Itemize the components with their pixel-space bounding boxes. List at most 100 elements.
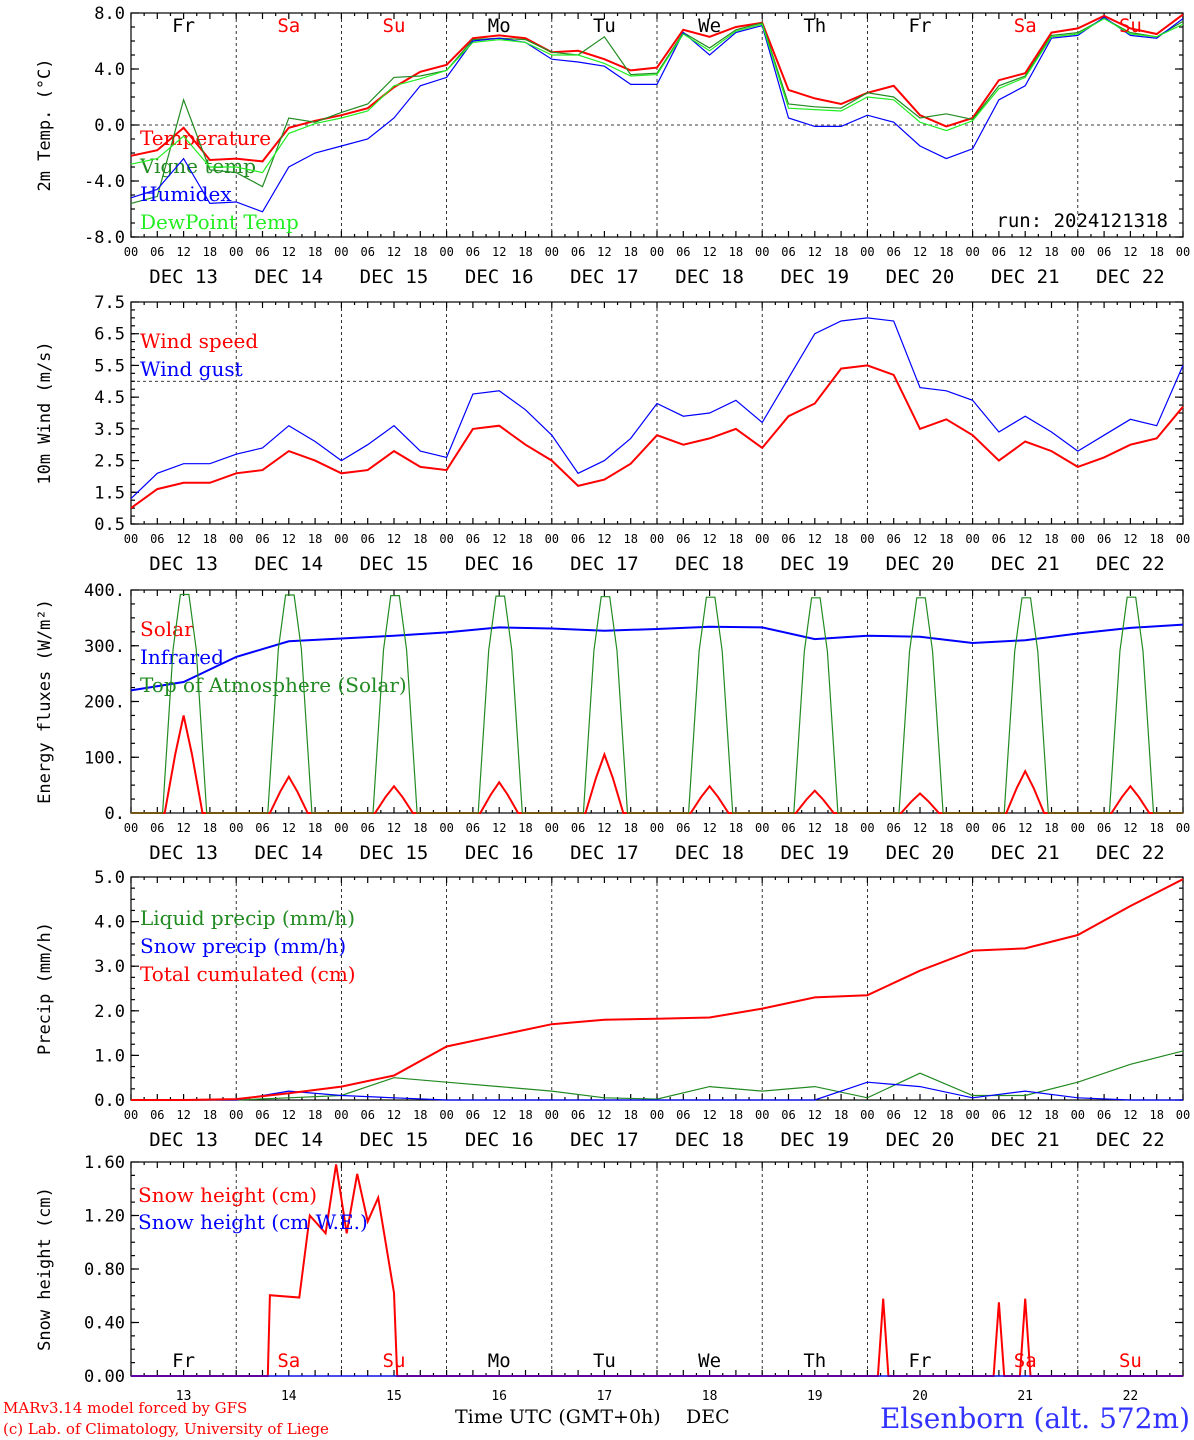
- y-tick-label: 0.80: [84, 1260, 125, 1280]
- hour-tick-label: 06: [1097, 1108, 1111, 1122]
- hour-tick-label: 06: [676, 1108, 690, 1122]
- station-label: Elsenborn (alt. 572m): [880, 1402, 1190, 1435]
- weekday-label: We: [698, 1350, 721, 1372]
- hour-tick-label: 18: [623, 821, 637, 835]
- hour-tick-label: 00: [1071, 532, 1085, 546]
- hour-tick-label: 06: [466, 245, 480, 259]
- hour-tick-label: 06: [150, 245, 164, 259]
- weekday-label: We: [698, 15, 721, 37]
- hour-tick-label: 00: [650, 245, 664, 259]
- hour-tick-label: 18: [1149, 532, 1163, 546]
- hour-tick-label: 18: [1044, 245, 1058, 259]
- weekday-label: Tu: [593, 15, 616, 37]
- weekday-label: Su: [383, 15, 406, 37]
- hour-tick-label: 00: [755, 245, 769, 259]
- weekday-label: Fr: [172, 1350, 195, 1372]
- hour-tick-label: 18: [1044, 821, 1058, 835]
- hour-tick-label: 06: [886, 821, 900, 835]
- hour-tick-label: 06: [992, 821, 1006, 835]
- y-axis-label: Snow height (cm): [35, 1187, 55, 1351]
- date-label: DEC 22: [1096, 842, 1165, 864]
- date-number-label: 20: [912, 1389, 928, 1404]
- hour-tick-label: 00: [1176, 821, 1190, 835]
- y-tick-label: 0.40: [84, 1314, 125, 1334]
- hour-tick-label: 18: [308, 821, 322, 835]
- snow-height-panel: 1.60 1.20 0.80 0.40 0.00 Snow height (cm) Snow…: [35, 1153, 1184, 1404]
- hour-tick-label: 18: [834, 1108, 848, 1122]
- hour-tick-label: 00: [860, 245, 874, 259]
- hour-tick-label: 12: [176, 821, 190, 835]
- date-label: DEC 21: [991, 1129, 1060, 1151]
- date-label: DEC 22: [1096, 553, 1165, 575]
- legend-entry: Wind gust: [140, 357, 243, 381]
- series-line-total-cumulated-cm-: [131, 878, 1184, 1101]
- hour-tick-label: 18: [939, 1108, 953, 1122]
- y-axis-label: 2m Temp. (°C): [35, 58, 55, 191]
- hour-tick-label: 00: [965, 1108, 979, 1122]
- hour-tick-label: 12: [282, 1108, 296, 1122]
- y-tick-label: 7.5: [94, 293, 125, 313]
- hour-tick-label: 18: [834, 532, 848, 546]
- hour-tick-label: 12: [387, 1108, 401, 1122]
- hour-tick-label: 00: [124, 245, 138, 259]
- hour-tick-label: 18: [623, 1108, 637, 1122]
- y-tick-label: -8.0: [84, 228, 125, 248]
- y-tick-label: 1.5: [94, 483, 125, 503]
- hour-tick-label: 06: [466, 1108, 480, 1122]
- hour-tick-label: 00: [1176, 532, 1190, 546]
- hour-tick-label: 00: [755, 532, 769, 546]
- hour-tick-label: 18: [203, 245, 217, 259]
- y-tick-label: 4.0: [94, 60, 125, 80]
- hour-tick-label: 00: [1071, 245, 1085, 259]
- hour-tick-label: 00: [545, 821, 559, 835]
- hour-tick-label: 00: [545, 1108, 559, 1122]
- hour-tick-label: 18: [729, 821, 743, 835]
- date-number-label: 21: [1017, 1389, 1033, 1404]
- plot-frame: [130, 589, 1184, 814]
- weekday-label: Su: [383, 1350, 406, 1372]
- y-tick-label: 1.20: [84, 1207, 125, 1227]
- hour-tick-label: 12: [176, 532, 190, 546]
- hour-tick-label: 18: [413, 245, 427, 259]
- hour-tick-label: 12: [702, 532, 716, 546]
- hour-tick-label: 00: [545, 532, 559, 546]
- y-tick-label: 0.: [105, 804, 125, 824]
- date-number-label: 15: [386, 1389, 402, 1404]
- hour-tick-label: 12: [1018, 245, 1032, 259]
- hour-tick-label: 06: [360, 245, 374, 259]
- hour-tick-label: 12: [702, 1108, 716, 1122]
- hour-tick-label: 12: [597, 245, 611, 259]
- hour-tick-label: 00: [1071, 1108, 1085, 1122]
- hour-tick-label: 00: [334, 532, 348, 546]
- hour-tick-label: 06: [466, 532, 480, 546]
- hour-tick-label: 00: [439, 821, 453, 835]
- hour-tick-label: 00: [650, 821, 664, 835]
- weekday-label: Sa: [1014, 1350, 1037, 1372]
- y-tick-label: 0.5: [94, 515, 125, 535]
- hour-tick-label: 00: [229, 1108, 243, 1122]
- hour-tick-label: 18: [518, 245, 532, 259]
- hour-tick-label: 06: [781, 821, 795, 835]
- hour-tick-label: 00: [439, 1108, 453, 1122]
- legend-entry: Temperature: [140, 126, 271, 150]
- date-label: DEC 17: [570, 1129, 639, 1151]
- hour-tick-label: 00: [334, 245, 348, 259]
- hour-tick-label: 00: [124, 821, 138, 835]
- footer-copyright: (c) Lab. of Climatology, University of L…: [3, 1420, 329, 1438]
- legend-entry: Solar: [140, 617, 194, 641]
- hour-tick-label: 06: [360, 1108, 374, 1122]
- hour-tick-label: 06: [466, 821, 480, 835]
- y-tick-label: 100.: [84, 748, 125, 768]
- hour-tick-label: 12: [282, 532, 296, 546]
- date-label: DEC 15: [360, 1129, 429, 1151]
- date-label: DEC 18: [675, 266, 744, 288]
- hour-tick-label: 12: [808, 532, 822, 546]
- hour-tick-label: 00: [1071, 821, 1085, 835]
- wind-panel: 7.5 6.5 5.5 4.5 3.5 2.5 1.5 0.5 10m Wind (m/s) Wi…: [35, 293, 1190, 575]
- hour-tick-label: 00: [124, 532, 138, 546]
- hour-tick-label: 06: [150, 821, 164, 835]
- y-tick-label: 4.0: [94, 913, 125, 933]
- hour-tick-label: 18: [308, 245, 322, 259]
- hour-tick-label: 00: [1176, 245, 1190, 259]
- hour-tick-label: 06: [255, 821, 269, 835]
